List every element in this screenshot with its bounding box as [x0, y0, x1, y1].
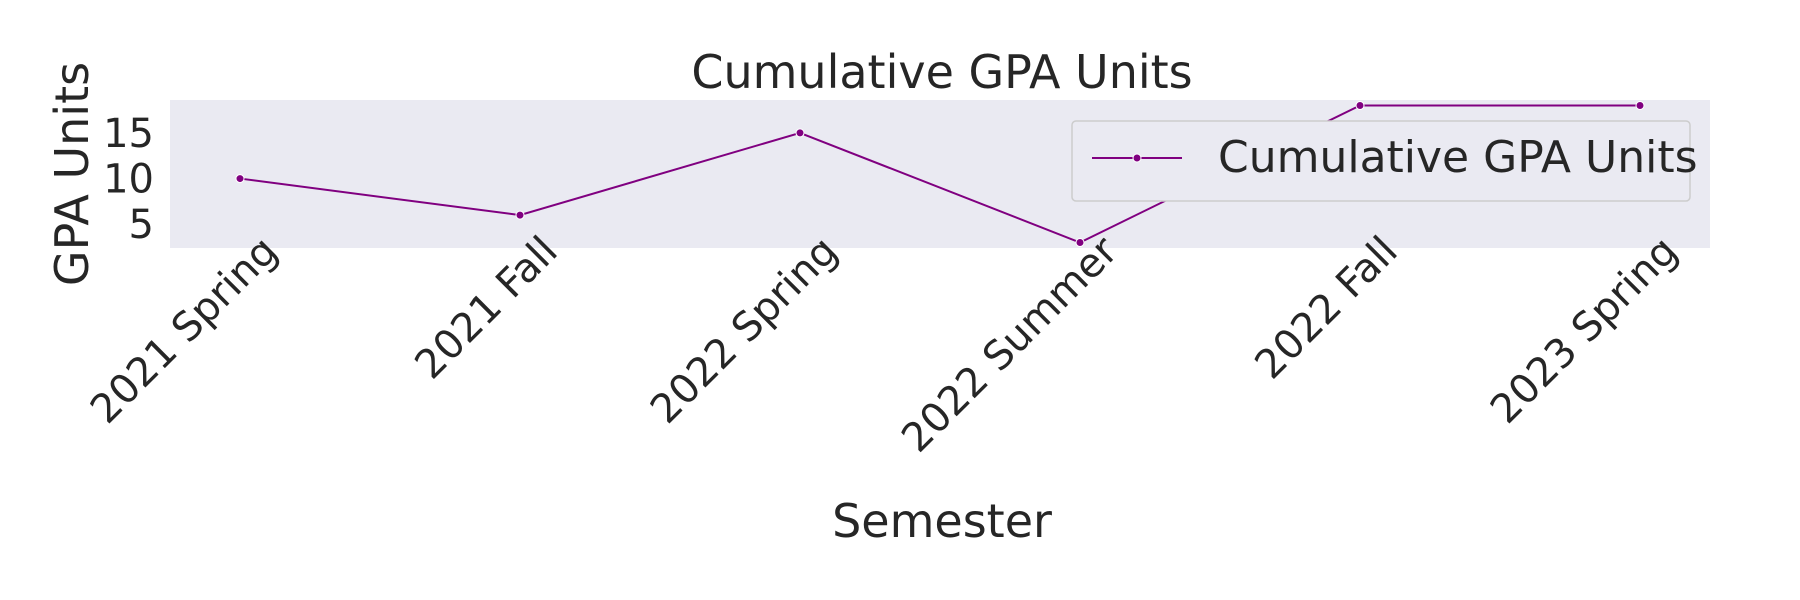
- series-line: [239, 104, 1640, 244]
- legend-label: Cumulative GPA Units: [1218, 132, 1698, 183]
- y-tick-label: 10: [103, 157, 154, 203]
- x-tick-label: 2021 Fall: [406, 228, 566, 388]
- x-axis-title: Semester: [832, 494, 1052, 548]
- data-point: [1355, 100, 1365, 110]
- legend-box: [1071, 120, 1691, 202]
- x-tick-label: 2023 Spring: [1482, 228, 1687, 433]
- x-tick-label: 2022 Summer: [893, 228, 1127, 462]
- data-point: [795, 128, 805, 138]
- data-point: [1635, 100, 1645, 110]
- legend-marker-swatch: [1132, 153, 1142, 163]
- y-tick-label: 15: [103, 111, 154, 157]
- x-tick-label: 2022 Fall: [1246, 228, 1406, 388]
- y-tick-label: 5: [129, 202, 154, 248]
- data-point: [1075, 238, 1085, 248]
- chart-title: Cumulative GPA Units: [691, 45, 1192, 99]
- x-tick-label: 2021 Spring: [82, 228, 287, 433]
- y-axis-title: GPA Units: [45, 62, 99, 286]
- data-point: [235, 174, 245, 184]
- series-layer: [235, 100, 1645, 248]
- x-axis-ticks: 2021 Spring 2021 Fall 2022 Spring 2022 Summ…: [82, 228, 1687, 462]
- data-point: [515, 210, 525, 220]
- x-tick-label: 2022 Spring: [642, 228, 847, 433]
- legend: Cumulative GPA Units: [1071, 120, 1698, 202]
